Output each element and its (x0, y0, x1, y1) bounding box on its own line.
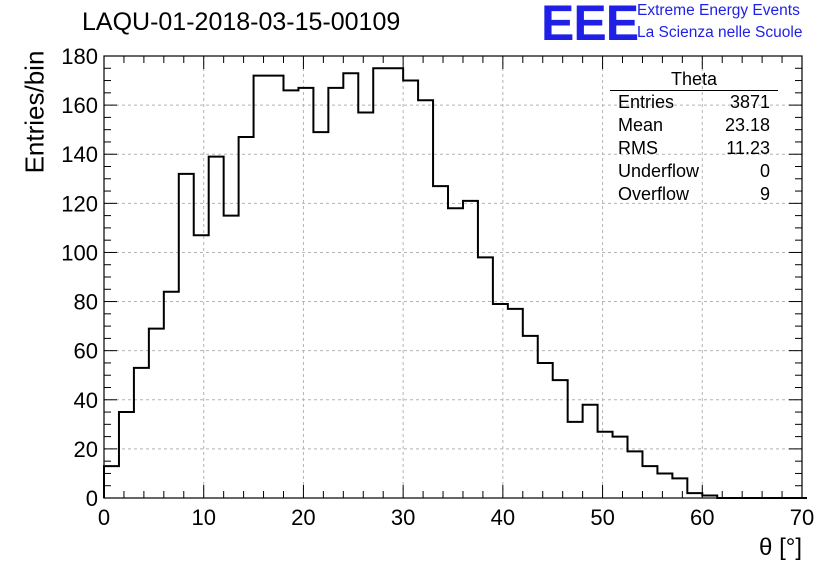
stat-value: 0 (759, 161, 770, 181)
histogram-bin (523, 336, 538, 498)
histogram-bin (433, 186, 448, 498)
histogram-bin (493, 304, 508, 498)
x-tick-label: 70 (790, 505, 814, 530)
y-tick-label: 40 (74, 388, 98, 413)
histogram-bin (119, 412, 134, 498)
histogram-bin (269, 76, 284, 498)
histogram-bin (164, 292, 179, 498)
histogram-bin (448, 208, 463, 498)
logo-subtitle-1: Extreme Energy Events (637, 2, 800, 19)
histogram-bin (583, 405, 598, 498)
stat-label: Overflow (618, 184, 690, 204)
histogram-bin (373, 68, 388, 498)
histogram-bin (209, 157, 224, 498)
y-tick-label: 60 (74, 339, 98, 364)
x-tick-label: 20 (291, 505, 315, 530)
stat-label: Underflow (618, 161, 700, 181)
chart-title: LAQU-01-2018-03-15-00109 (82, 8, 401, 36)
y-tick-label: 0 (86, 486, 98, 511)
y-tick-label: 140 (61, 142, 98, 167)
histogram-bin (179, 174, 194, 498)
stats-box: Theta Entries 3871 Mean 23.18 RMS 11.23 … (610, 69, 778, 206)
histogram-bin (613, 437, 628, 498)
eee-logo: EEE (541, 0, 639, 51)
stat-row-mean: Mean 23.18 (610, 114, 778, 137)
histogram-bin (657, 473, 672, 498)
histogram-bin (343, 73, 358, 498)
histogram-bin (134, 368, 149, 498)
x-tick-label: 30 (391, 505, 415, 530)
stat-value: 9 (759, 184, 770, 204)
histogram-bin (478, 257, 493, 498)
histogram-bin (642, 466, 657, 498)
stat-row-entries: Entries 3871 (610, 91, 778, 114)
x-tick-label: 40 (491, 505, 515, 530)
logo-subtitle-2: La Scienza nelle Scuole (637, 24, 803, 41)
histogram-bin (254, 76, 269, 498)
y-tick-label: 20 (74, 437, 98, 462)
histogram-bin (553, 380, 568, 498)
y-tick-label: 120 (61, 191, 98, 216)
stat-label: Entries (618, 92, 675, 112)
y-tick-label: 80 (74, 290, 98, 315)
histogram-bin (104, 466, 119, 498)
y-tick-label: 160 (61, 93, 98, 118)
histogram-bin (463, 201, 478, 498)
histogram-bin (672, 478, 687, 498)
grid-layer (104, 56, 802, 498)
stat-row-overflow: Overflow 9 (610, 183, 778, 206)
tick-layer (103, 55, 803, 499)
histogram-bin (358, 112, 373, 498)
stat-row-rms: RMS 11.23 (610, 137, 778, 160)
stat-label: Mean (618, 115, 664, 135)
histogram-bin (149, 329, 164, 498)
histogram-bin (283, 90, 298, 498)
stat-value: 23.18 (724, 115, 770, 135)
stat-value: 11.23 (726, 138, 770, 158)
histogram-layer (103, 67, 807, 499)
histogram-bin (388, 68, 403, 498)
y-tick-label: 100 (61, 240, 98, 265)
x-tick-label: 0 (98, 505, 110, 530)
histogram-bin (538, 363, 553, 498)
x-tick-label: 60 (690, 505, 714, 530)
histogram-bin (418, 100, 433, 498)
y-tick-label: 180 (61, 44, 98, 69)
histogram-bin (298, 88, 313, 498)
stat-value: 3871 (729, 92, 770, 112)
histogram-bin (313, 132, 328, 498)
histogram-outline (103, 67, 807, 499)
histogram-bin (508, 309, 523, 498)
histogram-bin (194, 235, 209, 498)
x-axis-label: θ [°] (759, 534, 802, 561)
stat-row-underflow: Underflow 0 (610, 160, 778, 183)
histogram-bin (628, 451, 643, 498)
histogram-bin (328, 88, 343, 498)
histogram-bin (224, 216, 239, 498)
histogram-bin (598, 432, 613, 498)
stat-label: RMS (618, 138, 658, 158)
histogram-bin (403, 81, 418, 498)
histogram-bin (239, 137, 254, 498)
y-axis-label: Entries/bin (19, 50, 50, 174)
tick-label-layer: 0 10 20 30 40 50 60 70 0 20 40 60 80 100 120 140 160 180 (61, 44, 814, 530)
x-tick-label: 10 (191, 505, 215, 530)
stats-title: Theta (610, 69, 778, 91)
histogram-bin (568, 422, 583, 498)
x-tick-label: 50 (590, 505, 614, 530)
